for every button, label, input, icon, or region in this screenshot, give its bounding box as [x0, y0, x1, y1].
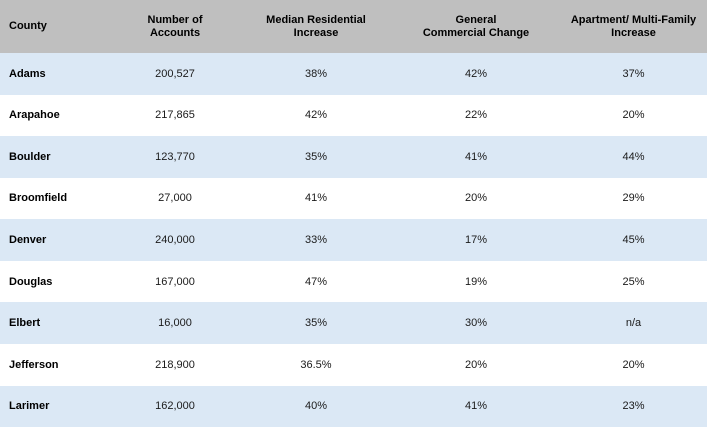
table-row: Douglas 167,000 47% 19% 25%: [0, 261, 707, 303]
column-header-median-residential: Median Residential Increase: [266, 13, 366, 39]
cell-accounts: 200,527: [155, 67, 195, 80]
cell-county: Boulder: [9, 150, 51, 163]
cell-general-commercial: 30%: [464, 317, 488, 330]
cell-county: Broomfield: [9, 192, 68, 205]
column-header-accounts: Number of Accounts: [147, 13, 203, 39]
cell-county: Larimer: [9, 400, 50, 413]
cell-accounts: 123,770: [155, 150, 195, 163]
table-row: Arapahoe 217,865 42% 22% 20%: [0, 95, 707, 137]
cell-apartment-multifamily: 29%: [622, 192, 645, 205]
column-header-apartment-multifamily: Apartment/ Multi-Family Increase: [570, 13, 697, 39]
cell-apartment-multifamily: 20%: [622, 358, 645, 371]
cell-general-commercial: 41%: [464, 400, 488, 413]
cell-general-commercial: 17%: [464, 234, 488, 247]
cell-county: Jefferson: [9, 358, 59, 371]
cell-accounts: 218,900: [155, 358, 195, 371]
column-header-general-commercial: General Commercial Change: [422, 13, 530, 39]
cell-county: Arapahoe: [9, 109, 60, 122]
cell-accounts: 27,000: [158, 192, 192, 205]
table-header-row: County Number of Accounts Median Residen…: [0, 0, 707, 53]
column-header-county: County: [9, 20, 47, 32]
table-row: Adams 200,527 38% 42% 37%: [0, 53, 707, 95]
table-row: Elbert 16,000 35% 30% n/a: [0, 302, 707, 344]
cell-median-residential: 35%: [304, 150, 328, 163]
table-body: Adams 200,527 38% 42% 37% Arapahoe 217,8…: [0, 53, 707, 427]
cell-county: Adams: [9, 67, 46, 80]
cell-accounts: 162,000: [155, 400, 195, 413]
cell-apartment-multifamily: 23%: [622, 400, 645, 413]
cell-county: Denver: [9, 234, 47, 247]
table-row: Boulder 123,770 35% 41% 44%: [0, 136, 707, 178]
cell-county: Elbert: [9, 317, 41, 330]
cell-general-commercial: 20%: [464, 192, 488, 205]
table-row: Broomfield 27,000 41% 20% 29%: [0, 178, 707, 220]
cell-accounts: 240,000: [155, 234, 195, 247]
table-row: Larimer 162,000 40% 41% 23%: [0, 385, 707, 427]
cell-apartment-multifamily: 37%: [622, 67, 645, 80]
cell-median-residential: 42%: [304, 109, 328, 122]
cell-county: Douglas: [9, 275, 53, 288]
cell-general-commercial: 41%: [464, 150, 488, 163]
cell-general-commercial: 42%: [464, 67, 488, 80]
cell-accounts: 217,865: [155, 109, 195, 122]
cell-median-residential: 33%: [304, 234, 328, 247]
cell-apartment-multifamily: 20%: [622, 109, 645, 122]
cell-apartment-multifamily: n/a: [625, 317, 642, 330]
cell-general-commercial: 20%: [464, 358, 488, 371]
cell-median-residential: 38%: [304, 67, 328, 80]
cell-median-residential: 41%: [304, 192, 328, 205]
table-row: Denver 240,000 33% 17% 45%: [0, 219, 707, 261]
cell-apartment-multifamily: 45%: [622, 234, 645, 247]
cell-apartment-multifamily: 25%: [622, 275, 645, 288]
cell-accounts: 167,000: [155, 275, 195, 288]
cell-general-commercial: 22%: [464, 109, 488, 122]
cell-median-residential: 47%: [304, 275, 328, 288]
cell-median-residential: 35%: [304, 317, 328, 330]
cell-general-commercial: 19%: [464, 275, 488, 288]
table-row: Jefferson 218,900 36.5% 20% 20%: [0, 344, 707, 386]
cell-accounts: 16,000: [158, 317, 192, 330]
cell-apartment-multifamily: 44%: [622, 150, 645, 163]
cell-median-residential: 36.5%: [300, 358, 332, 371]
cell-median-residential: 40%: [304, 400, 328, 413]
